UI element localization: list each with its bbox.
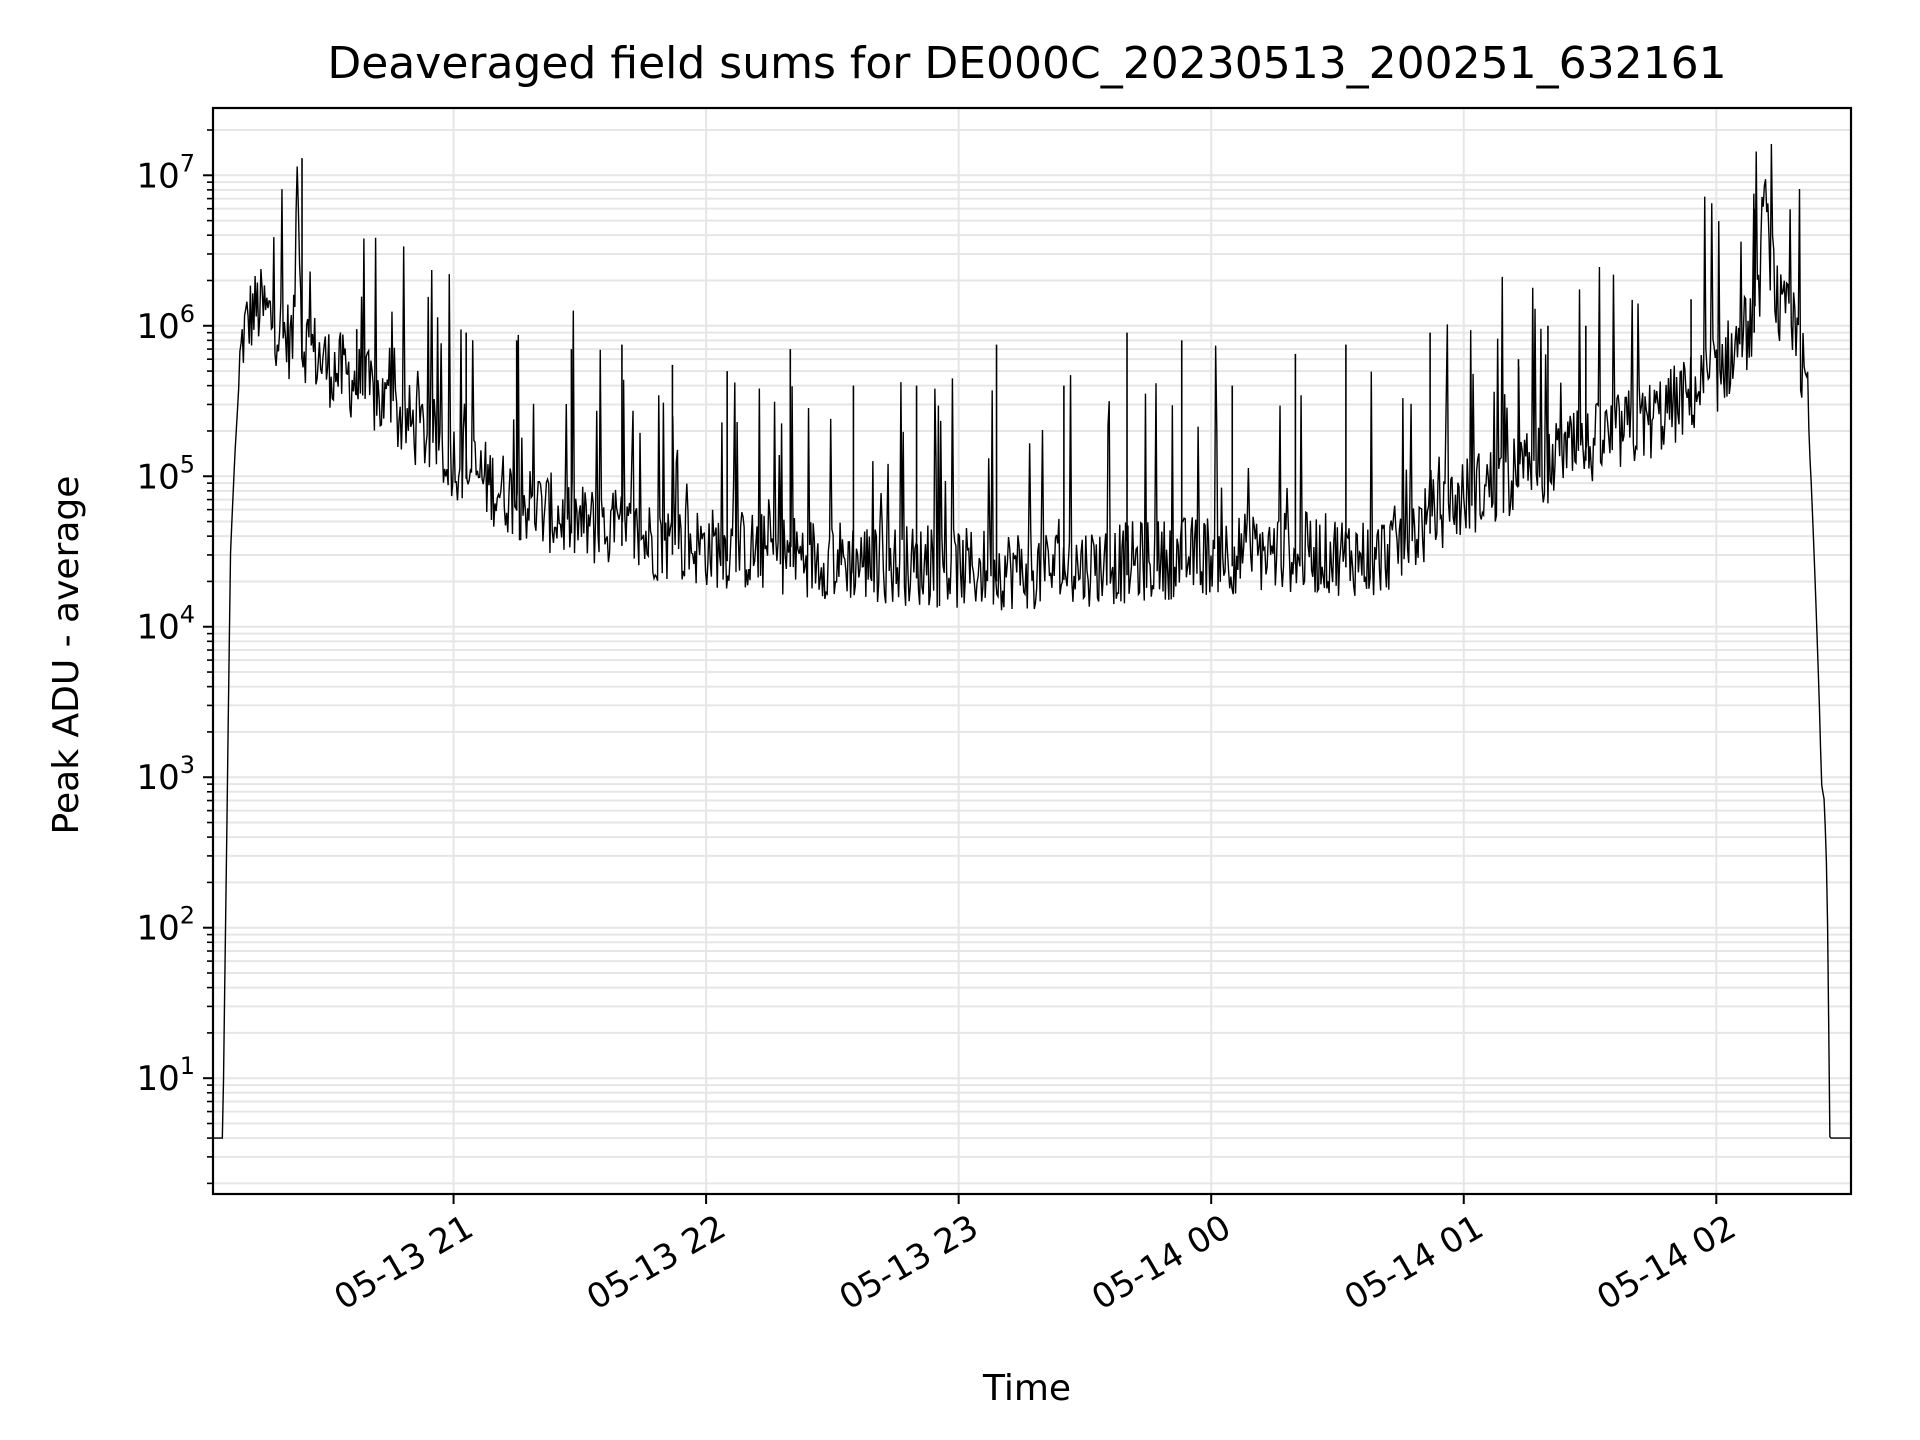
- grid: [213, 108, 1851, 1194]
- y-tick-label: 104: [136, 601, 195, 648]
- plot-frame: [211, 106, 1853, 1196]
- spike-layer: [301, 158, 1755, 582]
- y-tick-label: 101: [136, 1052, 195, 1099]
- y-tick-label: 105: [136, 450, 195, 497]
- y-tick-label: 103: [136, 751, 195, 798]
- plot-area: [213, 143, 1851, 1139]
- chart-title: Deaveraged field sums for DE000C_2023051…: [327, 38, 1726, 89]
- y-tick-label: 102: [136, 902, 195, 949]
- series-line: [213, 143, 1851, 1139]
- y-tick-label: 106: [136, 300, 195, 347]
- y-axis-label: Peak ADU - average: [46, 476, 87, 835]
- y-tick-label: 107: [136, 149, 195, 196]
- x-axis-label: Time: [982, 1368, 1071, 1409]
